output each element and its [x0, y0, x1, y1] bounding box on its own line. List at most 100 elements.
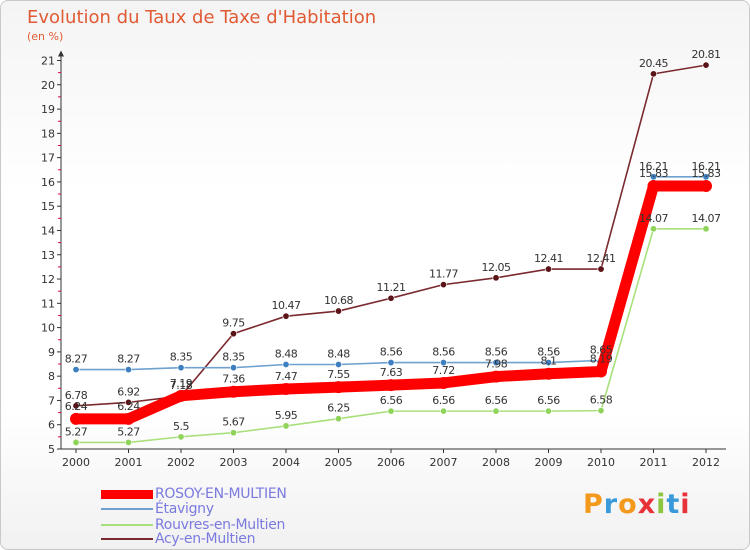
- data-label-acy: 20.81: [692, 48, 721, 61]
- legend-swatch-acy: [101, 538, 153, 540]
- data-label-rosoy: 7.72: [432, 364, 455, 377]
- data-label-rouvres: 6.56: [380, 394, 403, 407]
- data-point-etavigny: [492, 359, 500, 367]
- data-label-rouvres: 14.07: [639, 212, 668, 225]
- data-point-rosoy: [647, 180, 660, 193]
- data-point-etavigny: [439, 359, 447, 367]
- data-label-rosoy: 7.55: [327, 368, 350, 381]
- data-point-rosoy: [280, 383, 292, 396]
- data-point-rouvres: [439, 407, 447, 415]
- x-tick-label: 2008: [482, 456, 510, 469]
- data-point-rosoy: [542, 367, 555, 380]
- data-point-acy: [492, 274, 500, 282]
- data-point-rouvres: [72, 438, 80, 446]
- data-point-rosoy: [385, 379, 397, 392]
- proxiti-logo: Proxiti: [583, 489, 691, 520]
- data-point-rouvres: [125, 438, 133, 446]
- legend-item-rouvres: Rouvres-en-Multien: [101, 517, 285, 533]
- x-tick-label: 2002: [167, 456, 195, 469]
- data-label-rosoy: 7.98: [485, 358, 508, 371]
- data-point-rosoy: [227, 385, 240, 398]
- data-label-rouvres: 5.27: [117, 425, 140, 438]
- logo-letter: o: [618, 489, 638, 520]
- data-label-acy: 7.18: [170, 379, 193, 392]
- data-point-acy: [282, 312, 290, 320]
- data-label-acy: 10.47: [272, 299, 301, 312]
- data-point-rosoy: [490, 370, 502, 383]
- data-point-acy: [230, 330, 238, 338]
- data-label-rosoy: 8.19: [590, 353, 613, 366]
- data-label-rouvres: 6.56: [537, 394, 560, 407]
- data-point-etavigny: [72, 366, 80, 374]
- data-label-etavigny: 8.56: [380, 346, 403, 359]
- data-label-rosoy: 7.47: [275, 370, 298, 383]
- data-label-acy: 11.77: [429, 268, 458, 281]
- x-tick-label: 2007: [430, 456, 458, 469]
- data-point-etavigny: [544, 359, 552, 367]
- chart-unit: (en %): [27, 30, 64, 43]
- data-point-rosoy: [437, 376, 450, 389]
- logo-letter: i: [656, 489, 667, 520]
- data-label-etavigny: 8.35: [170, 351, 193, 364]
- data-point-acy: [72, 402, 80, 410]
- x-tick-label: 2003: [220, 456, 248, 469]
- data-label-acy: 6.92: [117, 385, 140, 398]
- y-tick-label: 19: [41, 103, 55, 116]
- legend-swatch-rosoy: [101, 489, 153, 499]
- data-point-acy: [125, 398, 133, 406]
- y-tick-label: 21: [41, 55, 55, 68]
- y-tick-label: 8: [48, 370, 55, 383]
- data-label-etavigny: 8.48: [275, 348, 298, 361]
- legend-item-acy: Acy-en-Multien: [101, 531, 255, 547]
- data-label-etavigny: 16.21: [692, 160, 721, 173]
- data-point-acy: [387, 294, 395, 302]
- x-tick-label: 2006: [377, 456, 405, 469]
- data-label-rosoy: 8.1: [541, 355, 557, 368]
- legend-swatch-rouvres: [101, 524, 153, 526]
- data-point-rosoy: [175, 389, 187, 402]
- data-label-etavigny: 8.48: [327, 348, 350, 361]
- data-label-acy: 10.68: [324, 294, 353, 307]
- y-tick-label: 18: [41, 127, 55, 140]
- data-point-etavigny: [125, 366, 133, 374]
- data-point-rosoy: [595, 365, 607, 378]
- data-label-rouvres: 5.67: [222, 416, 245, 429]
- data-point-etavigny: [334, 361, 342, 369]
- data-point-rouvres: [544, 407, 552, 415]
- data-point-rouvres: [702, 225, 710, 233]
- data-point-rouvres: [649, 225, 657, 233]
- y-tick-label: 7: [48, 394, 55, 407]
- logo-letter: i: [680, 489, 691, 520]
- data-point-etavigny: [230, 364, 238, 372]
- legend-item-etavigny: Étavigny: [101, 501, 214, 517]
- data-point-rouvres: [597, 407, 605, 415]
- data-point-rosoy: [70, 412, 82, 425]
- data-point-rosoy: [332, 381, 345, 394]
- data-label-rouvres: 14.07: [692, 212, 721, 225]
- data-label-etavigny: 8.56: [537, 346, 560, 359]
- data-label-acy: 20.45: [639, 57, 668, 70]
- data-point-etavigny: [649, 173, 657, 181]
- data-label-acy: 6.78: [65, 389, 88, 402]
- data-label-rosoy: 7.63: [380, 366, 403, 379]
- data-point-rouvres: [492, 407, 500, 415]
- data-point-rouvres: [230, 429, 238, 437]
- legend-label-rosoy: ROSOY-EN-MULTIEN: [155, 486, 287, 502]
- data-label-rosoy: 6.24: [117, 400, 140, 413]
- x-tick-label: 2000: [62, 456, 90, 469]
- x-tick-label: 2005: [325, 456, 353, 469]
- data-point-etavigny: [702, 173, 710, 181]
- data-point-rouvres: [177, 433, 185, 441]
- legend-swatch-etavigny: [101, 508, 153, 510]
- data-point-rosoy: [122, 412, 135, 425]
- legend-label-acy: Acy-en-Multien: [155, 531, 256, 547]
- x-tick-label: 2009: [535, 456, 563, 469]
- data-label-etavigny: 16.21: [639, 160, 668, 173]
- x-tick-label: 2010: [587, 456, 615, 469]
- data-point-acy: [439, 281, 447, 289]
- data-label-rouvres: 5.95: [275, 409, 298, 422]
- data-point-rouvres: [334, 415, 342, 423]
- y-tick-label: 11: [41, 297, 55, 310]
